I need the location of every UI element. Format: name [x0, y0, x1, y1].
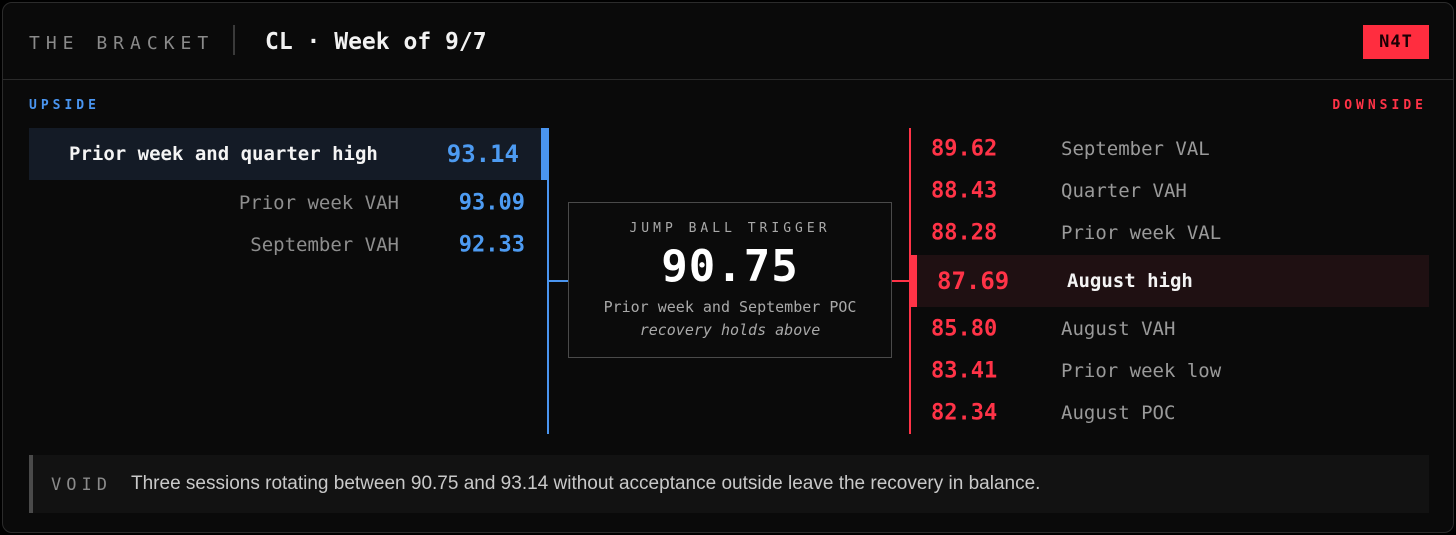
highlight-accent: [911, 255, 917, 307]
downside-label: DOWNSIDE: [1332, 98, 1427, 113]
downside-level-label: August high: [1067, 270, 1193, 292]
downside-level-value: 87.69: [937, 267, 1010, 295]
downside-connector: [892, 280, 911, 282]
downside-level-row: 83.41 Prior week low: [911, 350, 1429, 392]
upside-level-row: Prior week VAH 93.09: [29, 177, 547, 229]
downside-level-row: 85.80 August VAH: [911, 308, 1429, 350]
upside-level-value: 93.14: [446, 140, 519, 168]
downside-level-value: 88.28: [931, 220, 998, 246]
upside-level-value: 93.09: [458, 190, 525, 216]
jump-ball-trigger-box: JUMP BALL TRIGGER 90.75 Prior week and S…: [568, 202, 892, 358]
upside-bracket-line: [547, 128, 549, 434]
upside-level-label: September VAH: [250, 234, 399, 256]
downside-level-value: 82.34: [931, 400, 998, 426]
upside-label: UPSIDE: [29, 98, 100, 113]
downside-level-label: August VAH: [1061, 318, 1176, 340]
downside-level-row: 88.28 Prior week VAL: [911, 212, 1429, 254]
header-divider: [233, 25, 235, 55]
downside-level-row: 82.34 August POC: [911, 392, 1429, 434]
brand-label: THE BRACKET: [29, 33, 215, 54]
header: THE BRACKET CL · Week of 9/7 N4T: [3, 3, 1453, 80]
downside-level-row: 88.43 Quarter VAH: [911, 170, 1429, 212]
author-badge: N4T: [1363, 25, 1429, 59]
void-text: Three sessions rotating between 90.75 an…: [131, 473, 1041, 494]
downside-level-label: September VAL: [1061, 138, 1210, 160]
upside-level-row: Prior week and quarter high 93.14: [29, 128, 547, 180]
upside-level-label: Prior week and quarter high: [69, 143, 378, 165]
downside-level-value: 83.41: [931, 358, 998, 384]
void-tag: VOID: [51, 475, 112, 495]
trigger-note: recovery holds above: [639, 321, 821, 339]
upside-level-value: 92.33: [458, 232, 525, 258]
highlight-accent: [541, 128, 547, 180]
downside-level-label: Quarter VAH: [1061, 180, 1187, 202]
upside-level-label: Prior week VAH: [238, 192, 399, 214]
upside-connector: [549, 280, 568, 282]
downside-bracket-line: [909, 128, 911, 434]
downside-level-row: 87.69 August high: [911, 255, 1429, 307]
page-title: CL · Week of 9/7: [265, 29, 487, 55]
upside-level-row: September VAH 92.33: [29, 219, 547, 271]
downside-level-value: 85.80: [931, 316, 998, 342]
downside-level-label: August POC: [1061, 402, 1176, 424]
downside-level-value: 88.43: [931, 178, 998, 204]
downside-level-value: 89.62: [931, 136, 998, 162]
downside-level-row: 89.62 September VAL: [911, 128, 1429, 170]
downside-level-label: Prior week low: [1061, 360, 1222, 382]
void-callout: VOID Three sessions rotating between 90.…: [29, 455, 1429, 513]
trigger-value: 90.75: [661, 241, 799, 292]
void-accent: [29, 455, 33, 513]
trigger-title: JUMP BALL TRIGGER: [629, 221, 831, 236]
downside-level-label: Prior week VAL: [1061, 222, 1222, 244]
trigger-description: Prior week and September POC: [603, 298, 857, 316]
